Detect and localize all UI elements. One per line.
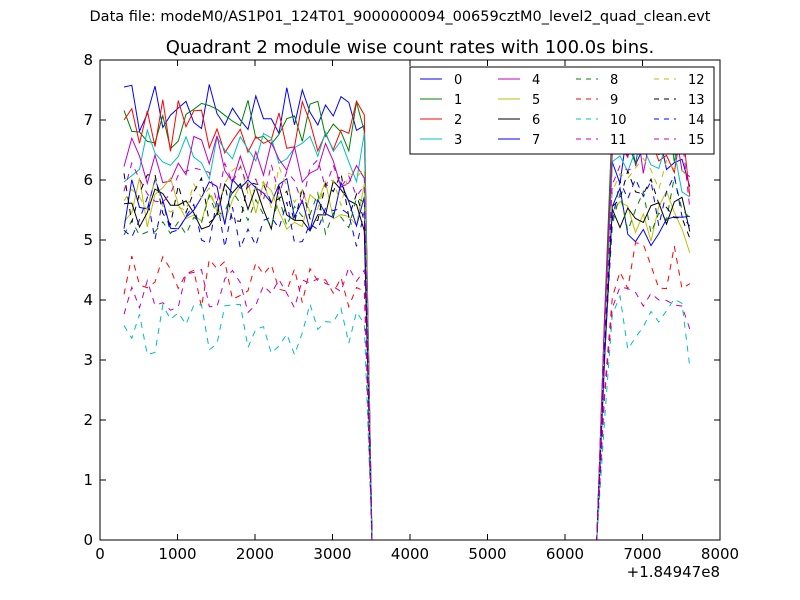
y-tick-label: 7 [83,111,93,129]
y-tick-label: 2 [83,411,93,429]
axis-layer: 0 1000 2000 3000 4000 5000 6000 7000 80000123456… [83,51,739,563]
x-tick-label: 6000 [546,545,584,563]
series-line-8 [123,176,691,541]
data-file-header: Data file: modeM0/AS1P01_124T01_90000000… [89,9,711,25]
series-line-14 [123,173,691,541]
series-layer [123,84,691,541]
x-tick-label: 4000 [391,545,429,563]
y-tick-label: 6 [83,171,93,189]
x-offset-label: +1.84947e8 [627,563,720,581]
legend-label-6: 6 [532,113,540,128]
y-tick-label: 0 [83,531,93,549]
legend-label-9: 9 [610,93,618,108]
y-tick-label: 3 [83,351,93,369]
y-tick-label: 5 [83,231,93,249]
series-line-3 [123,128,691,541]
legend-label-5: 5 [532,93,540,108]
legend-label-15: 15 [688,133,705,148]
series-line-5 [123,177,691,541]
series-line-10 [123,294,691,541]
y-tick-label: 1 [83,471,93,489]
x-tick-label: 0 [95,545,105,563]
x-tick-label: 7000 [623,545,661,563]
series-line-13 [123,169,691,541]
legend-label-7: 7 [532,133,540,148]
legend-label-13: 13 [688,93,705,108]
y-tick-label: 4 [83,291,93,309]
legend-box [409,66,715,155]
legend-label-2: 2 [454,113,462,128]
legend-label-0: 0 [454,73,462,88]
legend-label-14: 14 [688,113,705,128]
x-tick-label: 8000 [701,545,739,563]
series-line-9 [123,242,691,541]
x-tick-label: 5000 [468,545,506,563]
chart-title: Quadrant 2 module wise count rates with … [166,37,655,58]
x-tick-label: 1000 [158,545,196,563]
series-line-7 [123,177,690,541]
legend-label-12: 12 [688,73,705,88]
legend-label-10: 10 [610,113,627,128]
legend-label-4: 4 [532,73,540,88]
y-tick-label: 8 [83,51,93,69]
series-line-12 [123,157,691,541]
x-tick-label: 3000 [313,545,351,563]
series-line-15 [123,132,691,541]
legend-label-3: 3 [454,133,462,148]
legend-label-8: 8 [610,73,618,88]
legend-label-1: 1 [454,93,462,108]
legend-label-11: 11 [610,133,627,148]
x-tick-label: 2000 [236,545,274,563]
